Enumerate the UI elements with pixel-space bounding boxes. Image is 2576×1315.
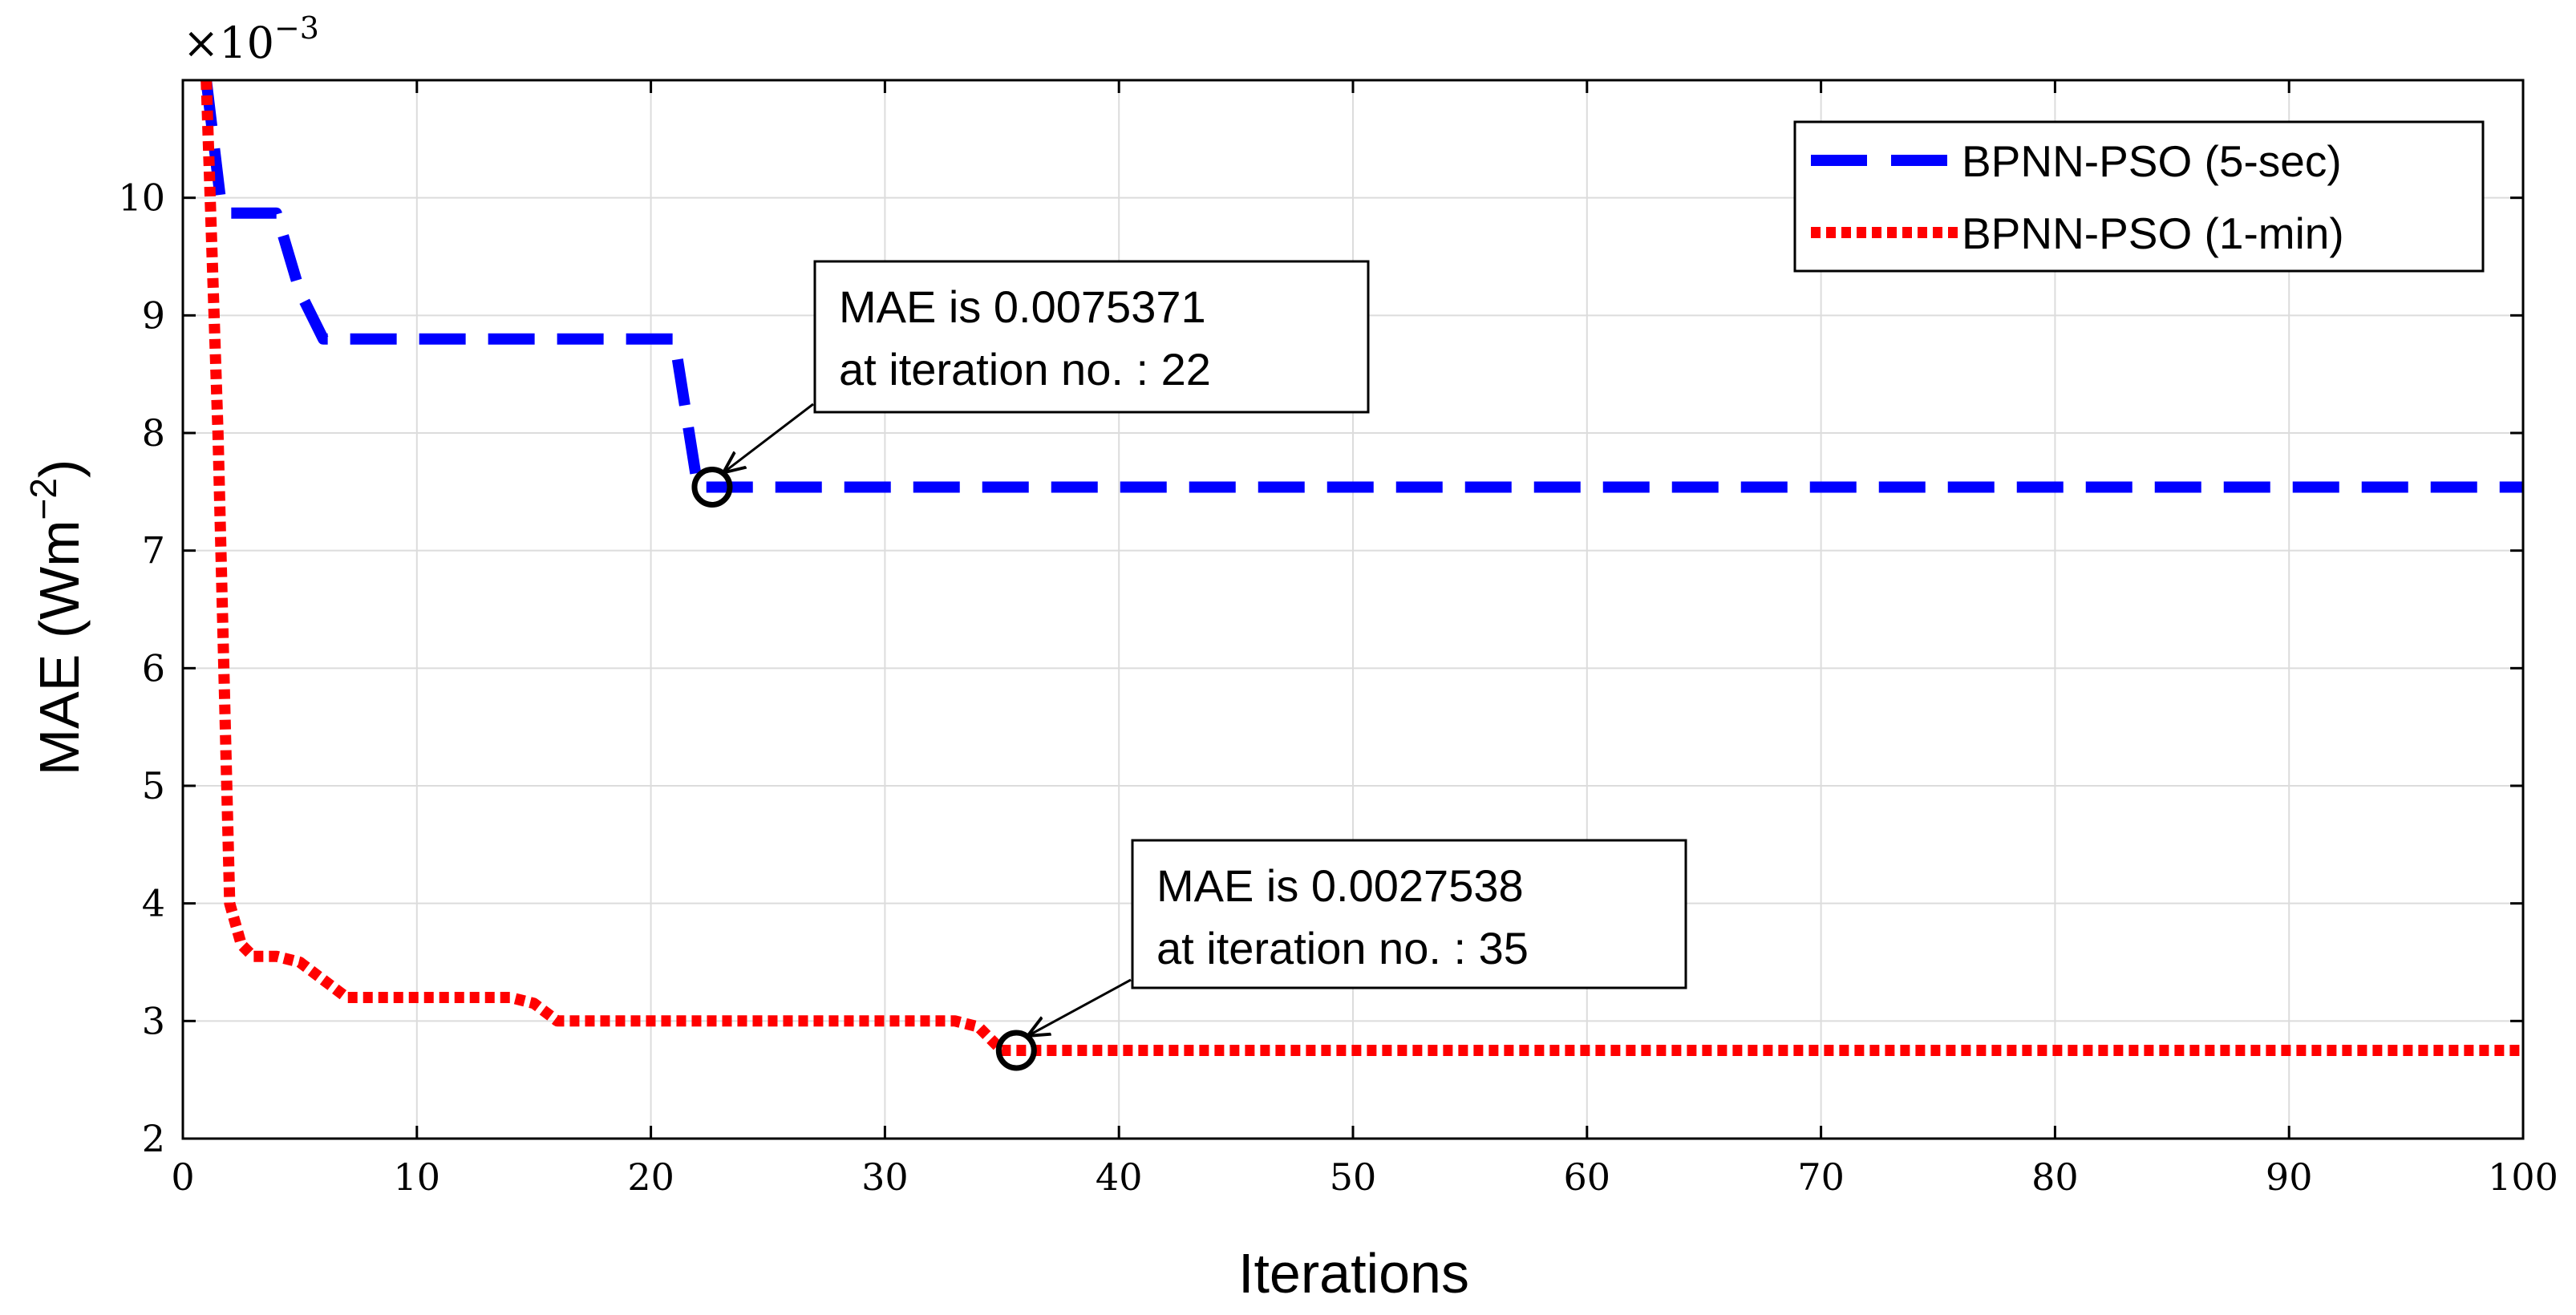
x-axis-label: Iterations (1238, 1242, 1469, 1305)
x-tick-label: 100 (2488, 1155, 2558, 1199)
y-axis-label-close: ) (28, 459, 91, 478)
annotation-line2: at iteration no. : 35 (1156, 923, 1529, 973)
annotation-box (1131, 839, 1687, 989)
annotation-line1: MAE is 0.0075371 (839, 281, 1206, 332)
x-tick-label: 90 (2266, 1155, 2313, 1199)
annotation-arrow (1027, 978, 1132, 1036)
annotation-marker (995, 1030, 1037, 1071)
x-tick-label: 40 (1096, 1155, 1143, 1199)
x-tick-label: 70 (1797, 1155, 1845, 1199)
annotation-line2: at iteration no. : 22 (839, 344, 1211, 394)
series-line-1min (200, 79, 2523, 1056)
x-tick-label: 20 (627, 1155, 674, 1199)
y-multiplier-exponent: −3 (274, 10, 319, 46)
y-axis-label: MAE (Wm−2) (22, 459, 91, 776)
y-axis-label-superscript: −2 (22, 478, 64, 520)
y-multiplier-base: ×10 (183, 18, 274, 68)
x-tick-label: 30 (861, 1155, 909, 1199)
annotation-line1: MAE is 0.0027538 (1156, 860, 1524, 911)
y-tick-label: 4 (142, 882, 165, 925)
x-tick-label: 50 (1330, 1155, 1377, 1199)
y-axis-label-main: MAE (Wm (28, 520, 91, 775)
legend-label-5sec: BPNN-PSO (5-sec) (1962, 136, 2342, 186)
annotation-marker (691, 466, 733, 508)
annotation-layer: MAE is 0.0075371 at iteration no. : 22 MAE… (691, 260, 1687, 1071)
y-tick-label: 7 (142, 529, 165, 573)
legend-label-1min: BPNN-PSO (1-min) (1962, 208, 2344, 258)
legend-box (1793, 120, 2485, 273)
legend: BPNN-PSO (5-sec) BPNN-PSO (1-min) (1793, 120, 2485, 273)
series-line-5sec (200, 79, 2523, 493)
annotation-arrow (723, 403, 814, 472)
series-layer (200, 79, 2523, 1056)
y-tick-label: 9 (142, 293, 165, 337)
x-tick-label: 0 (171, 1155, 194, 1199)
x-tick-label: 80 (2031, 1155, 2079, 1199)
y-multiplier: ×10−3 (183, 10, 319, 68)
x-tick-label: 10 (394, 1155, 441, 1199)
ticks: 0 10 20 30 40 50 60 70 80 90 100 2 3 4 5 6 7 8 9 10 (118, 80, 2558, 1199)
y-tick-label: 2 (142, 1117, 165, 1160)
y-tick-label: 6 (142, 646, 165, 690)
x-tick-label: 60 (1564, 1155, 1611, 1199)
y-tick-label: 10 (118, 176, 165, 220)
annotation-box (813, 260, 1370, 414)
y-tick-label: 5 (142, 764, 165, 807)
y-tick-label: 3 (142, 999, 165, 1042)
y-tick-label: 8 (142, 411, 165, 455)
